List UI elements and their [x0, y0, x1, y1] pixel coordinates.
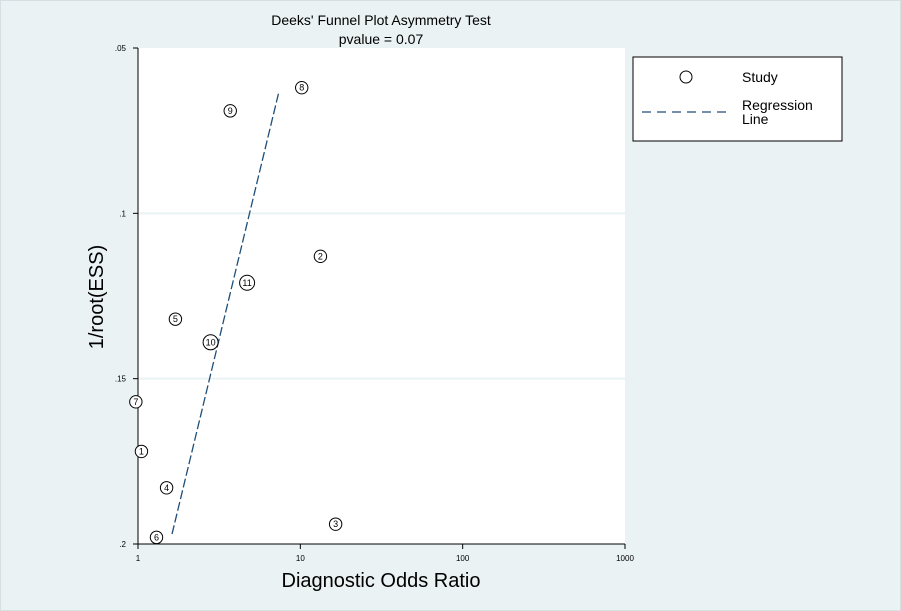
study-point-label: 3 [333, 519, 338, 529]
study-point: 8 [295, 80, 309, 95]
y-axis-title: 1/root(ESS) [86, 245, 108, 349]
y-axis-tick-label: .05 [115, 44, 127, 53]
study-point-label: 5 [173, 314, 178, 324]
legend-regression-label: Regression Line [742, 97, 817, 127]
study-point-label: 9 [228, 106, 233, 116]
x-axis-tick-label: 1 [136, 554, 141, 563]
x-axis-tick-label: 100 [456, 554, 470, 563]
study-point: 2 [313, 249, 328, 264]
legend-box [632, 56, 843, 142]
legend-study-marker [679, 70, 693, 84]
study-point: 7 [129, 395, 143, 409]
plot-area [138, 48, 625, 544]
study-point-label: 1 [139, 446, 144, 456]
chart-subtitle: pvalue = 0.07 [339, 31, 424, 47]
axes [137, 48, 625, 545]
legend-regression-label-line-2: Line [742, 111, 769, 127]
study-point: 1 [134, 444, 149, 459]
study-point-label: 10 [206, 337, 216, 347]
study-point-label: 6 [154, 532, 159, 542]
study-point: 10 [202, 334, 219, 351]
y-axis-tick-label: .15 [115, 375, 127, 384]
chart-title: Deeks' Funnel Plot Asymmetry Test [271, 12, 491, 28]
y-axis-ticks: .05 .1 .15 .2 [115, 44, 138, 549]
regression-line [171, 90, 280, 535]
study-point-marker [159, 481, 174, 495]
study-point-marker [134, 444, 149, 459]
study-point: 11 [239, 274, 256, 291]
horizontal-grid-lines [138, 212, 625, 380]
study-point-marker [202, 334, 219, 351]
study-point: 4 [159, 481, 174, 495]
x-axis-tick-label: 1000 [616, 554, 634, 563]
x-axis-title: Diagnostic Odds Ratio [282, 570, 481, 592]
y-axis-tick-label: .2 [119, 540, 126, 549]
legend-regression-label-line-1: Regression [742, 97, 813, 113]
study-point: 5 [168, 312, 183, 326]
study-point-marker [328, 517, 343, 531]
x-axis-tick-label: 10 [296, 554, 305, 563]
regression-line-layer [171, 90, 280, 535]
study-point-label: 8 [299, 83, 304, 93]
study-point-marker [149, 530, 164, 545]
study-point-marker [239, 274, 256, 291]
x-axis-ticks: 1 10 100 1000 [136, 544, 634, 563]
study-point-label: 7 [133, 397, 138, 407]
y-axis-tick-label: .1 [119, 209, 126, 218]
study-point: 9 [223, 104, 237, 118]
study-point-marker [129, 395, 143, 409]
study-point-marker [223, 104, 237, 118]
study-point-label: 11 [242, 278, 251, 288]
study-point-marker [295, 80, 309, 95]
study-point-label: 2 [318, 251, 323, 261]
legend-study-label: Study [742, 69, 778, 85]
study-point: 3 [328, 517, 343, 531]
study-point: 6 [149, 530, 164, 545]
study-points-layer: 1 2 3 4 5 6 7 8 9 10 11 [129, 80, 343, 545]
study-point-marker [168, 312, 183, 326]
study-point-label: 4 [164, 483, 169, 493]
study-point-marker [313, 249, 328, 264]
legend: Study Regression Line [632, 56, 843, 142]
